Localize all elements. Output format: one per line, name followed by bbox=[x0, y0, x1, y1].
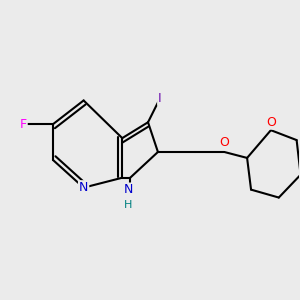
Text: N: N bbox=[79, 181, 88, 194]
Text: O: O bbox=[219, 136, 229, 148]
Text: O: O bbox=[266, 116, 276, 129]
Text: F: F bbox=[20, 118, 27, 131]
Text: N: N bbox=[124, 183, 133, 196]
Text: I: I bbox=[158, 92, 162, 105]
Text: H: H bbox=[124, 200, 132, 211]
